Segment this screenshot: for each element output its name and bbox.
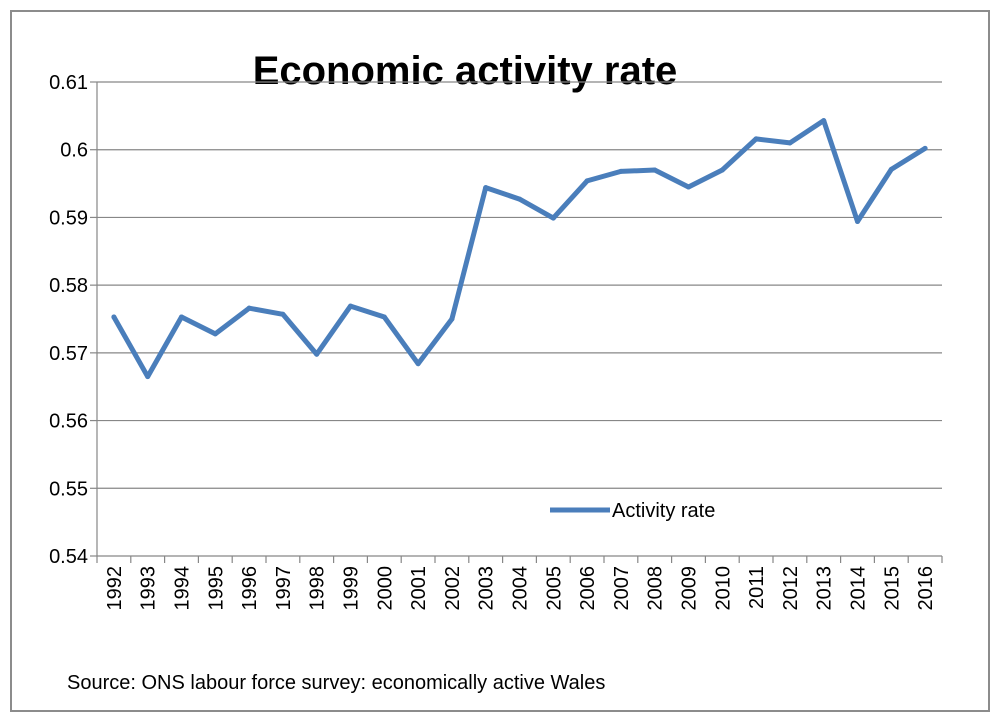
data-point <box>348 303 353 309</box>
x-tick-label: 1993 <box>138 566 160 611</box>
data-point <box>652 167 658 173</box>
data-point <box>855 218 860 224</box>
y-tick-label: 0.59 <box>49 207 88 229</box>
x-tick-label: 2013 <box>814 566 836 611</box>
data-point <box>381 314 387 320</box>
y-tick-label: 0.56 <box>49 411 88 433</box>
data-point <box>719 167 725 173</box>
line-chart: Economic activity rate 0.540.550.560.570… <box>49 49 943 694</box>
x-tick-label: 1999 <box>341 566 363 611</box>
x-tick-label: 1998 <box>307 566 329 611</box>
series-layer <box>111 118 928 380</box>
gridlines <box>97 81 942 489</box>
x-tick-label: 1996 <box>239 566 261 611</box>
x-tick-label: 2015 <box>881 566 903 611</box>
x-tick-label: 2001 <box>408 566 430 611</box>
x-tick-label: 1997 <box>273 566 295 611</box>
x-tick-label: 2012 <box>780 566 802 611</box>
data-point <box>787 140 793 146</box>
y-tick-label: 0.54 <box>49 546 88 568</box>
x-tick-label: 2016 <box>915 566 937 611</box>
source-note: Source: ONS labour force survey: economi… <box>67 672 605 694</box>
data-point <box>449 316 455 322</box>
data-point <box>483 185 489 191</box>
y-tick-label: 0.58 <box>49 275 88 297</box>
data-point <box>618 168 624 174</box>
x-tick-label: 2007 <box>611 566 633 611</box>
x-tick-label: 2006 <box>577 566 599 611</box>
data-point <box>212 331 218 337</box>
data-point <box>415 361 421 367</box>
data-point <box>888 166 894 172</box>
x-tick-label: 2014 <box>848 566 870 611</box>
data-point <box>584 178 590 184</box>
x-tick-label: 2009 <box>679 566 701 611</box>
legend: Activity rate <box>550 500 715 522</box>
chart-frame: Economic activity rate 0.54 0.55 0.56 0.57 0… <box>10 10 990 712</box>
x-tick-label: 2011 <box>746 566 768 609</box>
data-point <box>145 374 151 380</box>
data-point <box>246 305 252 311</box>
data-point <box>314 351 320 357</box>
y-tick-label: 0.57 <box>49 343 88 365</box>
data-point <box>111 314 117 320</box>
x-tick-label: 2002 <box>442 566 464 611</box>
data-point <box>179 314 184 320</box>
legend-label: Activity rate <box>612 500 715 522</box>
data-point <box>550 215 556 221</box>
x-tick-label: 2000 <box>374 566 396 611</box>
data-point <box>517 196 522 202</box>
data-point <box>922 145 928 151</box>
y-tick-label: 0.55 <box>49 478 88 500</box>
data-point <box>821 118 827 124</box>
x-tick-label: 2010 <box>712 566 734 611</box>
x-tick-label: 1992 <box>104 566 126 611</box>
y-tick-label: 0.61 <box>49 72 88 94</box>
x-tick-label: 2005 <box>543 566 565 611</box>
chart-title: Economic activity rate <box>253 49 678 93</box>
data-point <box>753 136 759 142</box>
x-tick-label: 2003 <box>476 566 498 611</box>
x-tick-label: 2008 <box>645 566 667 611</box>
data-point <box>686 184 691 190</box>
y-axis-ticks: 0.54 0.55 0.56 0.57 0.58 0.59 0.6 0.61 <box>49 72 97 568</box>
series-line <box>111 118 928 380</box>
x-tick-label: 1995 <box>205 566 227 611</box>
x-tick-label: 2004 <box>510 566 532 611</box>
y-tick-label: 0.6 <box>60 140 88 162</box>
data-point <box>280 311 286 317</box>
x-axis: 1992 1993 1994 1995 1996 1997 1998 1999 2000 2001… <box>96 82 943 611</box>
x-tick-label: 1994 <box>172 566 194 611</box>
